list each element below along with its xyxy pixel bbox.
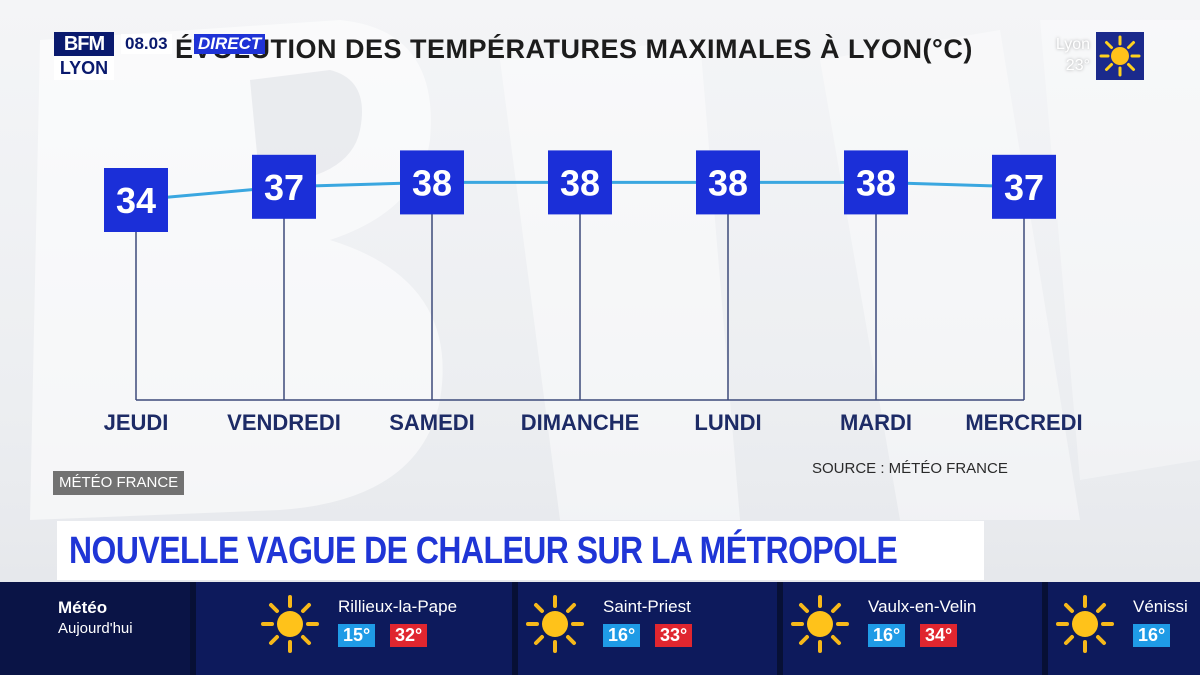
category-label: SAMEDI [389,410,475,435]
city-min-temp: 15° [338,624,376,647]
ticker-label: Météo Aujourd'hui [0,582,190,675]
value-label: 38 [708,162,748,203]
sun-icon [1056,595,1114,653]
channel-logo: BFM LYON [54,32,114,80]
value-box [548,150,612,215]
value-box [104,168,168,232]
ticker-subtitle: Aujourd'hui [58,620,133,637]
channel-city: LYON [54,56,114,80]
city-name: Vaulx-en-Velin [868,597,977,616]
broadcast-time: 08.03 [121,34,172,54]
value-box [992,154,1056,219]
value-label: 37 [264,167,304,208]
sun-icon [526,595,584,653]
weather-ticker: Météo Aujourd'hui Rillieux-la-Pape 15° 3… [0,582,1200,675]
value-label: 34 [116,180,156,221]
chart-title: ÉVOLUTION DES TEMPÉRATURES MAXIMALES À L… [175,33,973,64]
top-weather-city: Lyon [1055,36,1090,53]
ticker-separator [190,582,196,675]
image-credit: MÉTÉO FRANCE [53,471,185,495]
category-label: VENDREDI [227,410,341,435]
top-weather-temp: 23° [1065,57,1090,74]
channel-brand: BFM [54,32,114,56]
city-max-temp: 34° [920,624,958,647]
ticker-separator [777,582,783,675]
ticker-title: Météo [58,598,108,617]
city-card: Saint-Priest 16° 33° [515,582,777,675]
top-sun-icon [1096,32,1144,80]
city-card: Rillieux-la-Pape 15° 32° [250,582,512,675]
value-box [252,154,316,219]
city-min-temp: 16° [603,624,641,647]
category-label: JEUDI [104,410,169,435]
value-label: 38 [412,162,452,203]
headline-banner: NOUVELLE VAGUE DE CHALEUR SUR LA MÉTROPO… [57,521,984,580]
ticker-separator [1042,582,1048,675]
city-name: Rillieux-la-Pape [338,597,458,616]
sun-icon [791,595,849,653]
city-name: Vénissi [1133,597,1188,616]
temperature-chart: ÉVOLUTION DES TEMPÉRATURES MAXIMALES À L… [104,33,1083,477]
category-label: MARDI [840,410,912,435]
value-box [844,150,908,215]
category-label: LUNDI [694,410,761,435]
chart-source: SOURCE : MÉTÉO FRANCE [812,460,1008,477]
value-box [696,150,760,215]
city-name: Saint-Priest [603,597,691,616]
live-badge: DIRECT [194,34,266,54]
headline-text: NOUVELLE VAGUE DE CHALEUR SUR LA MÉTROPO… [69,530,898,572]
category-label: MERCREDI [965,410,1082,435]
value-label: 38 [856,162,896,203]
ticker-separator [512,582,518,675]
top-weather: Lyon 23° [1030,34,1090,76]
value-label: 37 [1004,167,1044,208]
value-box [400,150,464,215]
city-min-temp: 16° [868,624,906,647]
city-card: Vénissi 16° [1045,582,1200,675]
category-label: DIMANCHE [521,410,640,435]
city-card: Vaulx-en-Velin 16° 34° [780,582,1042,675]
value-label: 38 [560,162,600,203]
city-max-temp: 32° [390,624,428,647]
city-min-temp: 16° [1133,624,1171,647]
sun-icon [261,595,319,653]
city-max-temp: 33° [655,624,693,647]
